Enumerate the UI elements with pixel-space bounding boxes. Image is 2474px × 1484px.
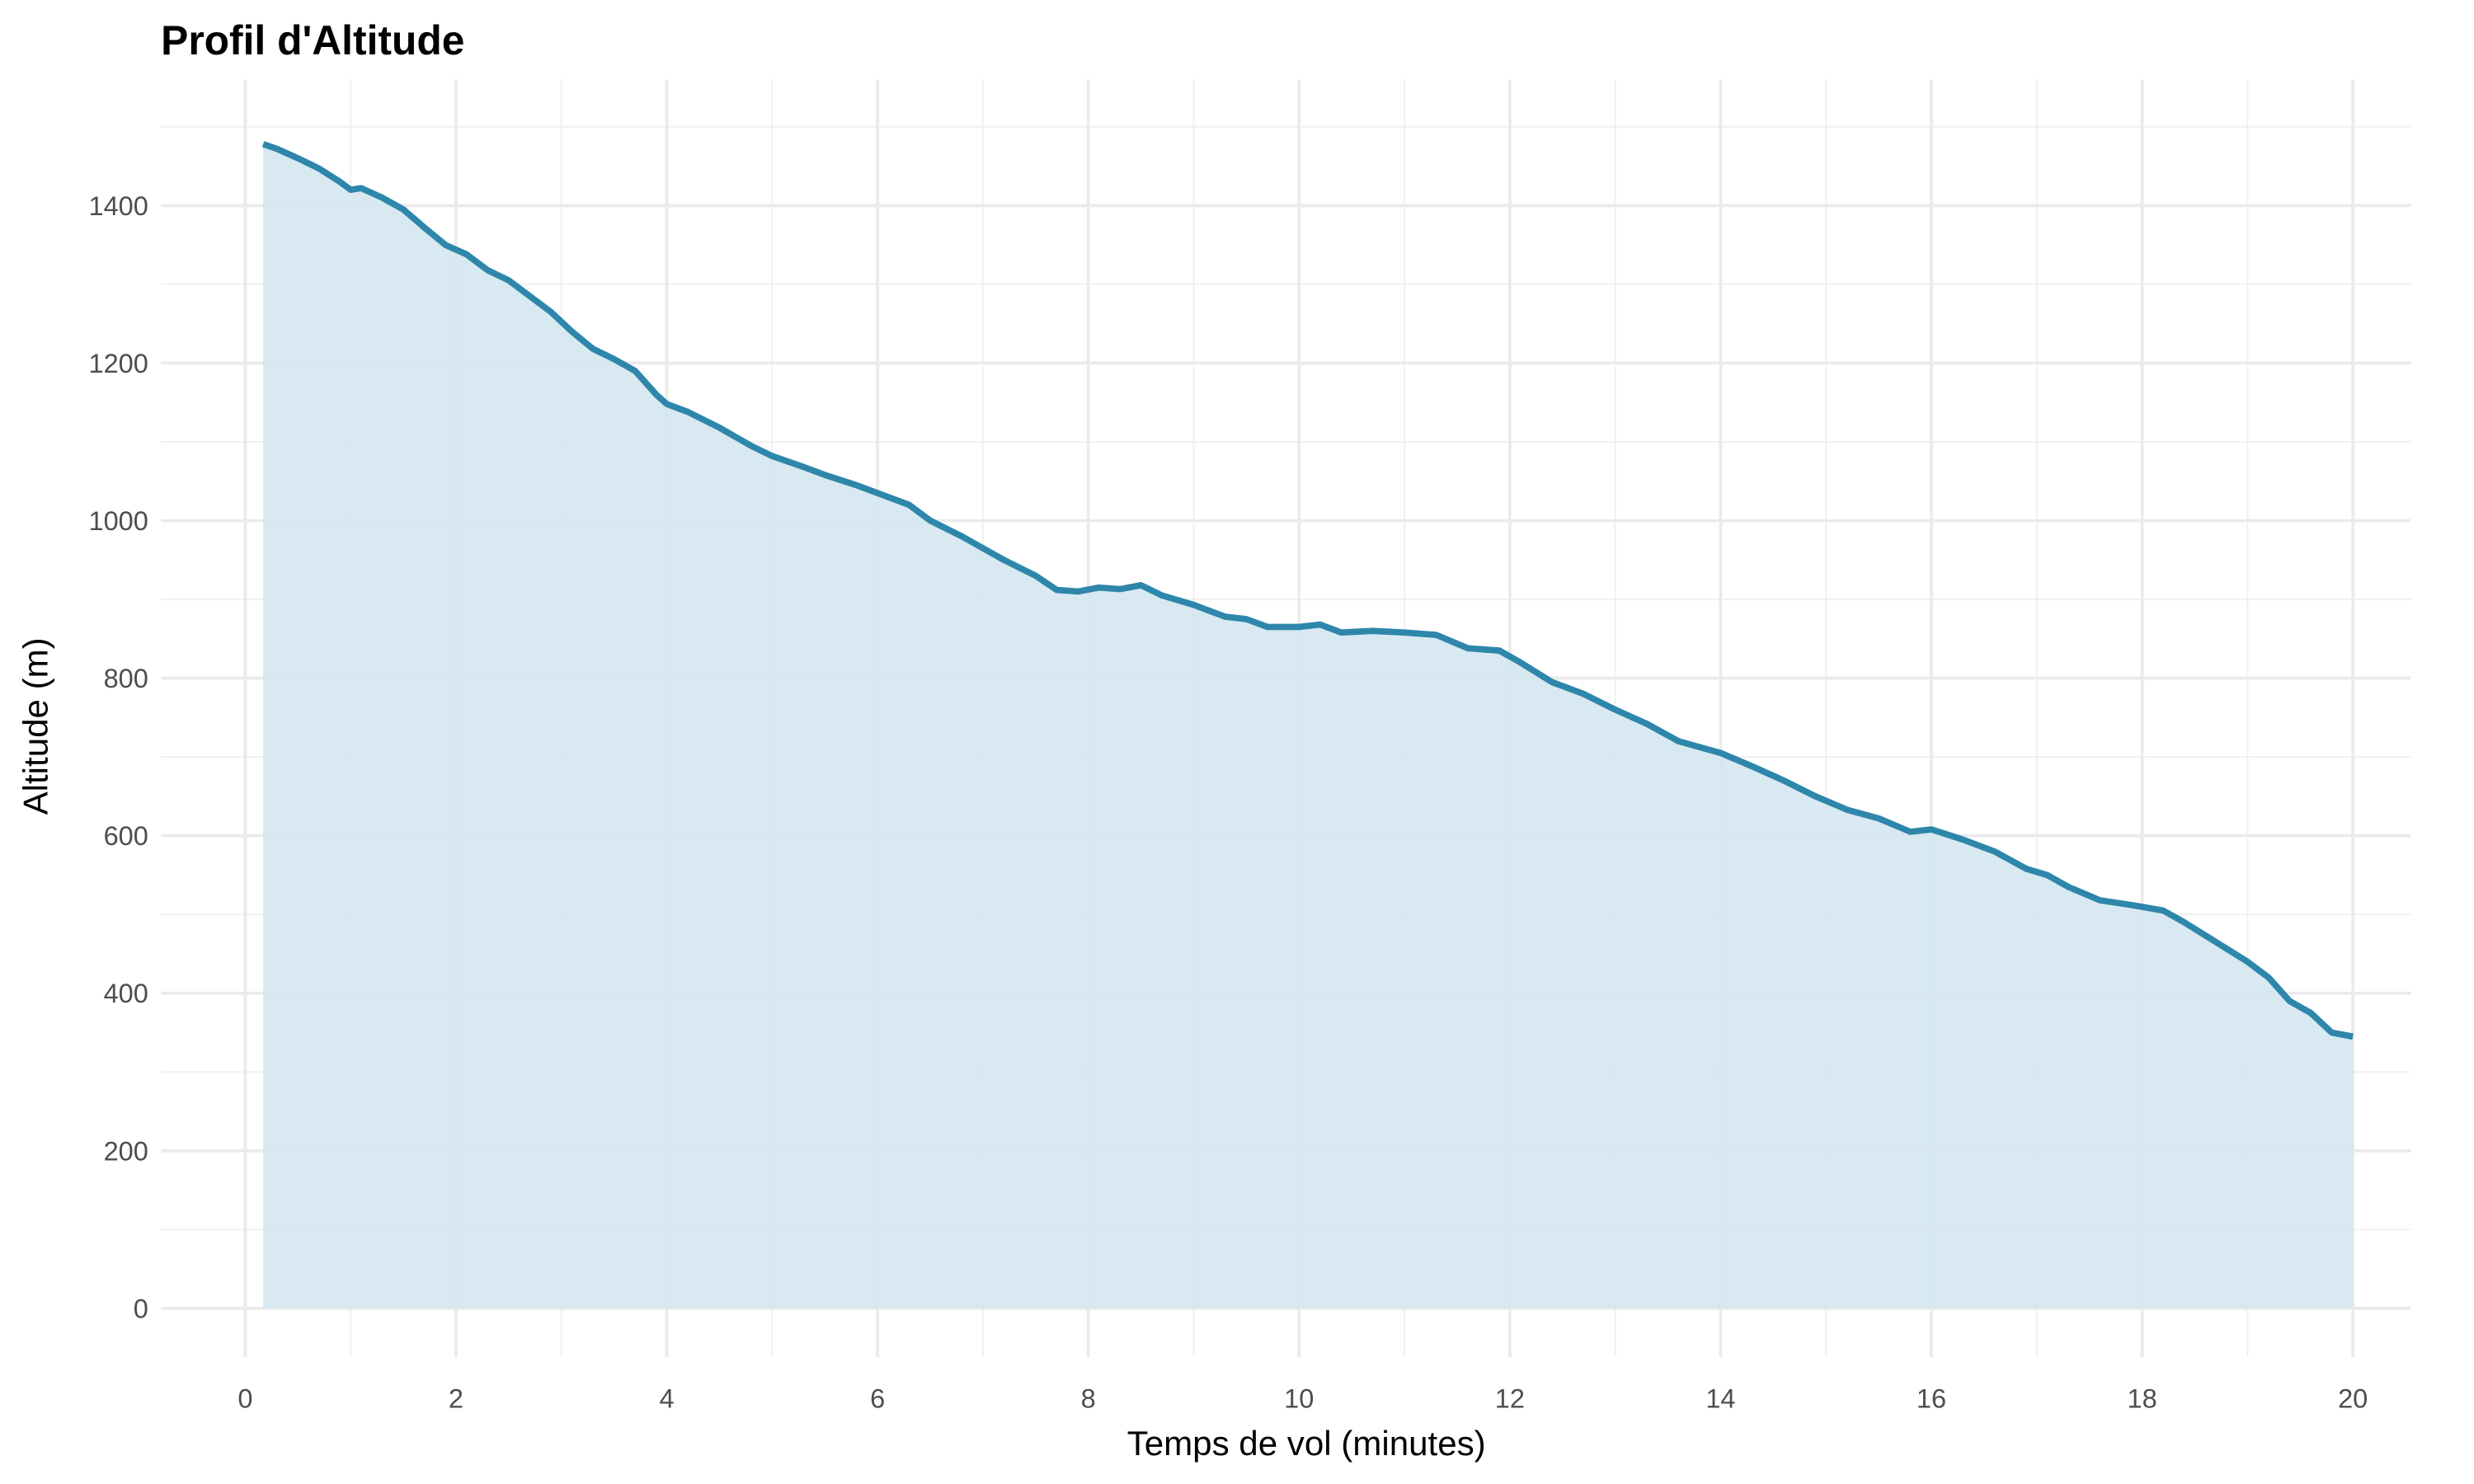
chart-title: Profil d'Altitude bbox=[161, 17, 464, 63]
y-tick-label: 600 bbox=[104, 821, 148, 851]
x-tick-label: 4 bbox=[659, 1383, 674, 1413]
x-tick-label: 12 bbox=[1495, 1383, 1525, 1413]
tick-labels: 0 2 4 6 8 10 12 14 16 18 2002004006008001000120014… bbox=[89, 191, 2368, 1414]
y-tick-label: 800 bbox=[104, 664, 148, 693]
x-tick-label: 0 bbox=[238, 1383, 252, 1413]
y-tick-label: 1000 bbox=[89, 506, 148, 536]
x-tick-label: 18 bbox=[2128, 1383, 2157, 1413]
area-fill bbox=[263, 143, 2354, 1308]
y-tick-label: 200 bbox=[104, 1136, 148, 1166]
y-tick-label: 1200 bbox=[89, 349, 148, 378]
line bbox=[261, 141, 2354, 1040]
x-tick-label: 6 bbox=[870, 1383, 885, 1413]
plot bbox=[261, 141, 2354, 1308]
y-tick-label: 0 bbox=[134, 1294, 148, 1323]
x-tick-label: 14 bbox=[1705, 1383, 1735, 1413]
x-tick-label: 20 bbox=[2338, 1383, 2368, 1413]
y-axis-title: Altitude (m) bbox=[16, 637, 54, 815]
y-tick-label: 1400 bbox=[89, 191, 148, 221]
x-tick-label: 10 bbox=[1284, 1383, 1314, 1413]
x-tick-label: 8 bbox=[1081, 1383, 1096, 1413]
y-tick-label: 400 bbox=[104, 979, 148, 1008]
x-axis-title: Temps de vol (minutes) bbox=[1127, 1424, 1486, 1463]
x-tick-label: 16 bbox=[1917, 1383, 1946, 1413]
x-tick-label: 2 bbox=[449, 1383, 463, 1413]
